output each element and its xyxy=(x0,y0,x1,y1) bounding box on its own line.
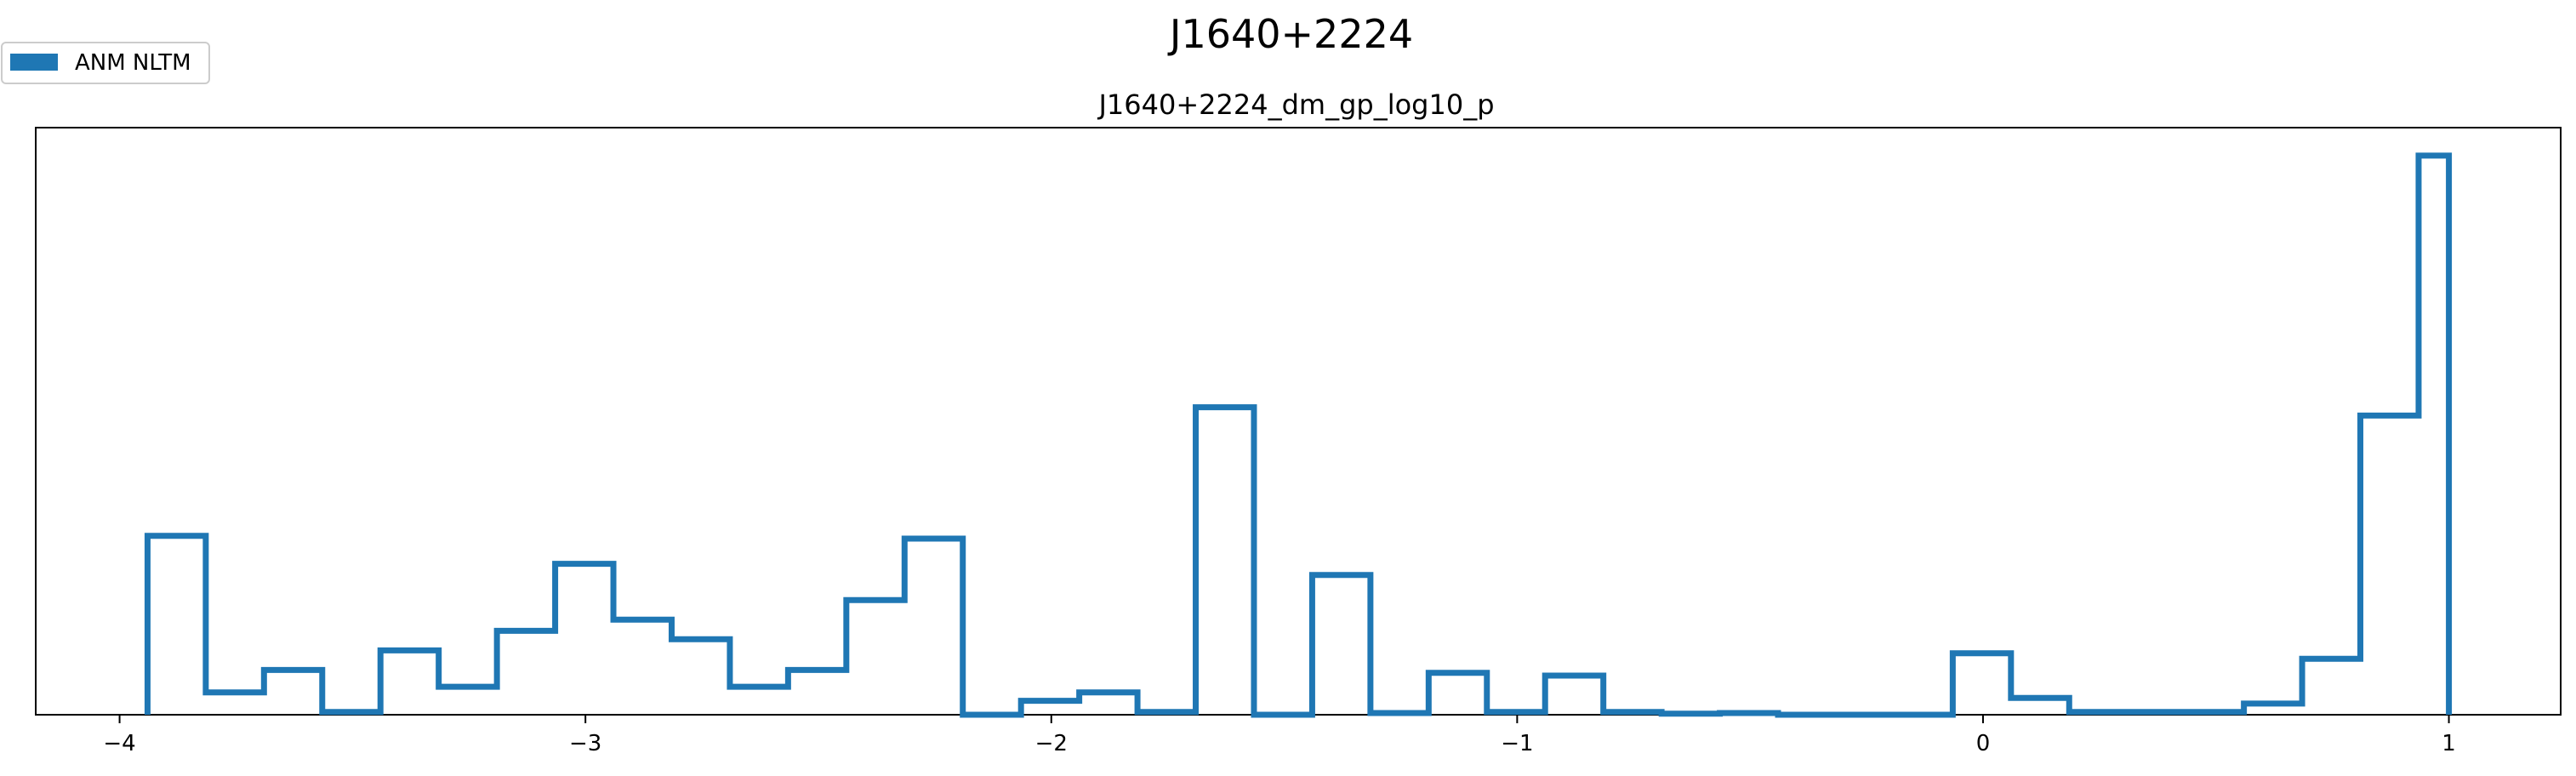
x-tick-label-4: 0 xyxy=(1976,731,1991,756)
histogram-bin-16 xyxy=(1080,693,1137,715)
x-axis-ticks: −4 −3 −2 −1 0 1 xyxy=(103,715,2456,756)
histogram-bin-9 xyxy=(671,639,729,715)
legend-label-anm-nltm: ANM NLTM xyxy=(75,50,191,76)
plot-area-frame xyxy=(35,127,2562,716)
histogram-bin-31 xyxy=(1952,653,2010,715)
histogram-bin-0 xyxy=(147,536,205,715)
histogram-bin-8 xyxy=(613,619,671,715)
histogram-bin-13 xyxy=(904,539,962,715)
histogram-bin-6 xyxy=(497,630,555,715)
histogram-bin-11 xyxy=(788,670,846,715)
histogram-bin-37 xyxy=(2302,659,2360,715)
histogram-bin-1 xyxy=(206,693,264,715)
histogram-bin-2 xyxy=(264,670,322,715)
histogram-bin-4 xyxy=(380,650,438,715)
histogram-bin-18 xyxy=(1196,408,1254,715)
histogram-bin-22 xyxy=(1428,673,1486,715)
histogram-bin-10 xyxy=(730,687,788,715)
histogram-step-line-0 xyxy=(144,152,2453,718)
legend-swatch-anm-nltm xyxy=(10,54,58,71)
histogram-bin-7 xyxy=(556,564,613,715)
legend: ANM NLTM xyxy=(1,42,210,84)
histogram-bin-39 xyxy=(2419,156,2449,715)
histogram-bin-5 xyxy=(439,687,497,715)
x-tick-label-1: −3 xyxy=(569,731,601,756)
axes-title: J1640+2224_dm_gp_log10_p xyxy=(1097,88,1494,121)
x-tick-label-0: −4 xyxy=(103,731,135,756)
legend-box xyxy=(1,42,210,84)
histogram-layer xyxy=(144,152,2453,718)
histogram-bin-20 xyxy=(1312,575,1370,715)
x-tick-label-3: −1 xyxy=(1501,731,1533,756)
figure-suptitle: J1640+2224 xyxy=(1167,11,1413,57)
histogram-bin-38 xyxy=(2361,415,2419,715)
histogram-bin-12 xyxy=(846,600,904,715)
x-tick-label-5: 1 xyxy=(2442,731,2456,756)
x-tick-label-2: −2 xyxy=(1035,731,1068,756)
histogram-bin-24 xyxy=(1545,676,1603,715)
